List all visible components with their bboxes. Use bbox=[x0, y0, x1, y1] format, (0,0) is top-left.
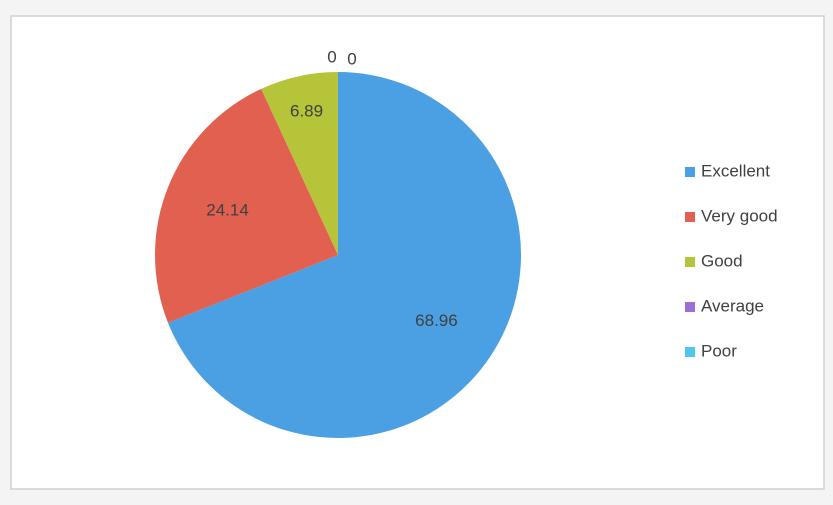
legend-swatch bbox=[685, 302, 695, 312]
data-label: 6.89 bbox=[290, 102, 323, 121]
legend-label: Poor bbox=[701, 341, 737, 360]
data-label: 24.14 bbox=[206, 200, 249, 219]
legend-swatch bbox=[685, 212, 695, 222]
legend-swatch bbox=[685, 347, 695, 357]
legend-swatch bbox=[685, 257, 695, 267]
legend-label: Average bbox=[701, 296, 764, 315]
data-label: 68.96 bbox=[415, 311, 458, 330]
legend-label: Good bbox=[701, 251, 743, 270]
pie-slice bbox=[154, 88, 338, 323]
legend-label: Very good bbox=[701, 206, 778, 225]
pie-slice bbox=[261, 72, 338, 255]
data-label: 0 bbox=[347, 49, 356, 68]
legend-swatch bbox=[685, 167, 695, 177]
legend-label: Excellent bbox=[701, 161, 770, 180]
data-label: 0 bbox=[327, 47, 336, 66]
pie-slice bbox=[167, 72, 522, 438]
